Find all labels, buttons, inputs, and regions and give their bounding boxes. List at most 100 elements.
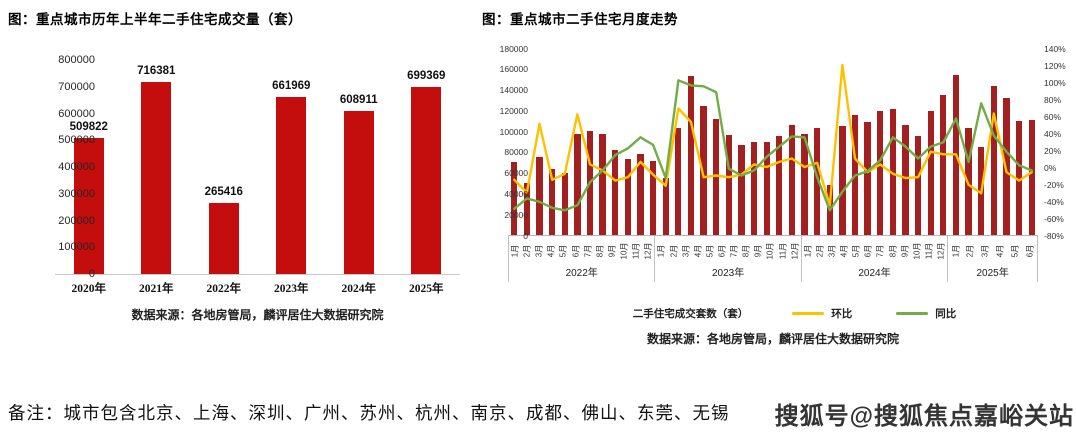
monthly-bar <box>990 86 997 235</box>
month-tick-text: 12月 <box>936 242 946 260</box>
left-chart-plot-area: 509822 716381 265416 661969 608911 699369 800… <box>55 54 461 280</box>
monthly-bar <box>776 136 783 235</box>
left-y-tick-label: 600000 <box>58 107 95 120</box>
month-tick-label: 12月 <box>642 236 654 266</box>
month-tick-label: 5月 <box>850 236 862 266</box>
month-tick-label: 8月 <box>594 236 606 266</box>
month-tick-text: 4月 <box>995 244 1005 258</box>
month-tick-text: 1月 <box>510 244 520 258</box>
month-label-row: 1月 2月 3月 4月 5月 6月 <box>948 236 1037 266</box>
monthly-bar <box>523 183 531 235</box>
footnote-cities: 备注：城市包含北京、上海、深圳、广州、苏州、杭州、南京、成都、佛山、东莞、无锡 <box>8 403 730 423</box>
month-tick-text: 5月 <box>558 244 568 258</box>
right-chart-left-y-tick: 0 <box>523 230 528 241</box>
month-tick-label: 3月 <box>978 236 993 266</box>
month-tick-label: 6月 <box>570 236 582 266</box>
month-tick-label: 7月 <box>582 236 594 266</box>
month-tick-label: 6月 <box>862 236 874 266</box>
annual-bar-slot: 265416 <box>190 60 258 274</box>
right-chart-right-y-tick: 0% <box>1044 162 1057 173</box>
yoy-line-swatch-icon <box>896 311 929 316</box>
monthly-bar <box>914 136 922 235</box>
monthly-bar <box>675 128 682 235</box>
month-tick-label: 3月 <box>680 236 692 266</box>
month-tick-label: 3月 <box>826 236 838 266</box>
monthly-bar <box>700 106 707 235</box>
left-y-tick-label: 800000 <box>58 54 95 66</box>
month-tick-text: 5月 <box>851 244 861 258</box>
month-tick-label: 9月 <box>752 236 764 266</box>
month-tick-text: 6月 <box>863 244 873 258</box>
right-chart-right-y-tick: 80% <box>1044 94 1062 105</box>
month-tick-label: 5月 <box>704 236 716 266</box>
month-tick-text: 3月 <box>827 244 837 258</box>
month-tick-text: 10月 <box>619 242 629 260</box>
annual-bar-value-label: 716381 <box>137 65 176 78</box>
month-tick-text: 8月 <box>741 244 751 258</box>
month-label-row: 1月 2月 3月 4月 5月 6月 7月 8月 9月 10月 11月 12月 <box>509 236 654 266</box>
monthly-bar <box>738 144 745 235</box>
right-chart-left-y-tick: 100000 <box>499 126 528 137</box>
left-x-tick-label: 2022年 <box>206 283 242 295</box>
monthly-bar <box>649 161 657 235</box>
month-tick-label: 4月 <box>692 236 704 266</box>
annual-bar-value-label: 509822 <box>69 120 108 133</box>
right-chart-left-y-tick: 120000 <box>499 105 528 116</box>
monthly-bar <box>561 172 568 235</box>
annual-bar-2020年: 509822 <box>70 121 108 274</box>
year-tick-label: 2023年 <box>711 268 745 279</box>
annual-bar-value-label: 699369 <box>407 69 446 82</box>
left-chart-title: 图：重点城市历年上半年二手住宅成交量（套） <box>8 12 302 27</box>
month-tick-text: 11月 <box>924 242 934 260</box>
annual-bar-slot: 716381 <box>123 60 191 274</box>
annual-bar-value-label: 661969 <box>272 79 311 92</box>
year-group-2022年: 1月 2月 3月 4月 5月 6月 7月 8月 9月 10月 11月 12月 2022年 <box>508 236 656 282</box>
monthly-bar <box>713 118 720 235</box>
month-tick-label: 9月 <box>606 236 618 266</box>
left-y-tick-label: 0 <box>88 268 95 280</box>
right-chart-legend: 二手住宅成交套数（套） 环比 同比 <box>508 306 1038 321</box>
right-chart-right-y-tick: -20% <box>1044 179 1064 190</box>
monthly-bar <box>927 111 934 235</box>
month-tick-text: 8月 <box>888 244 898 258</box>
annual-bar-2023年: 661969 <box>272 80 310 274</box>
monthly-bar <box>1015 120 1023 235</box>
left-y-tick-label: 400000 <box>58 161 95 173</box>
month-tick-label: 12月 <box>935 236 947 266</box>
monthly-bar <box>1028 119 1035 235</box>
left-y-tick-label: 200000 <box>58 214 95 227</box>
annual-bar-slot: 509822 <box>55 60 123 274</box>
month-tick-text: 9月 <box>607 244 617 258</box>
left-y-tick-label: 100000 <box>58 241 95 254</box>
right-chart-right-y-tick: 20% <box>1044 145 1062 156</box>
annual-bar-slot: 699369 <box>393 60 461 274</box>
monthly-bar <box>940 94 947 235</box>
monthly-bar <box>801 134 808 235</box>
month-tick-label: 5月 <box>557 236 569 266</box>
monthly-bar <box>750 141 758 235</box>
month-tick-text: 2月 <box>815 244 825 258</box>
month-tick-text: 1月 <box>656 244 666 258</box>
month-label-row: 1月 2月 3月 4月 5月 6月 7月 8月 9月 10月 11月 12月 <box>802 236 947 266</box>
legend-label-bars: 二手住宅成交套数（套） <box>632 309 749 320</box>
left-chart-source: 数据来源：各地房管局，麟评居住大数据研究院 <box>131 308 384 322</box>
year-tick-label: 2025年 <box>976 268 1009 279</box>
month-tick-text: 5月 <box>705 244 715 258</box>
monthly-bar <box>536 157 543 235</box>
yoy-line <box>513 79 1033 212</box>
month-tick-label: 1月 <box>802 236 814 266</box>
month-tick-label: 2月 <box>814 236 826 266</box>
annual-bar-slot: 661969 <box>258 60 326 274</box>
annual-bar-value-label: 608911 <box>339 94 378 107</box>
month-tick-label: 11月 <box>630 236 642 266</box>
month-tick-text: 3月 <box>980 244 990 258</box>
month-tick-label: 6月 <box>716 236 728 266</box>
month-tick-text: 12月 <box>643 242 653 260</box>
right-chart-left-y-tick: 40000 <box>504 188 528 199</box>
left-y-tick-label: 300000 <box>58 187 95 200</box>
right-chart-right-y-tick: 100% <box>1044 77 1066 88</box>
monthly-bar <box>864 121 871 235</box>
month-tick-label: 7月 <box>728 236 740 266</box>
monthly-bar <box>511 162 518 235</box>
